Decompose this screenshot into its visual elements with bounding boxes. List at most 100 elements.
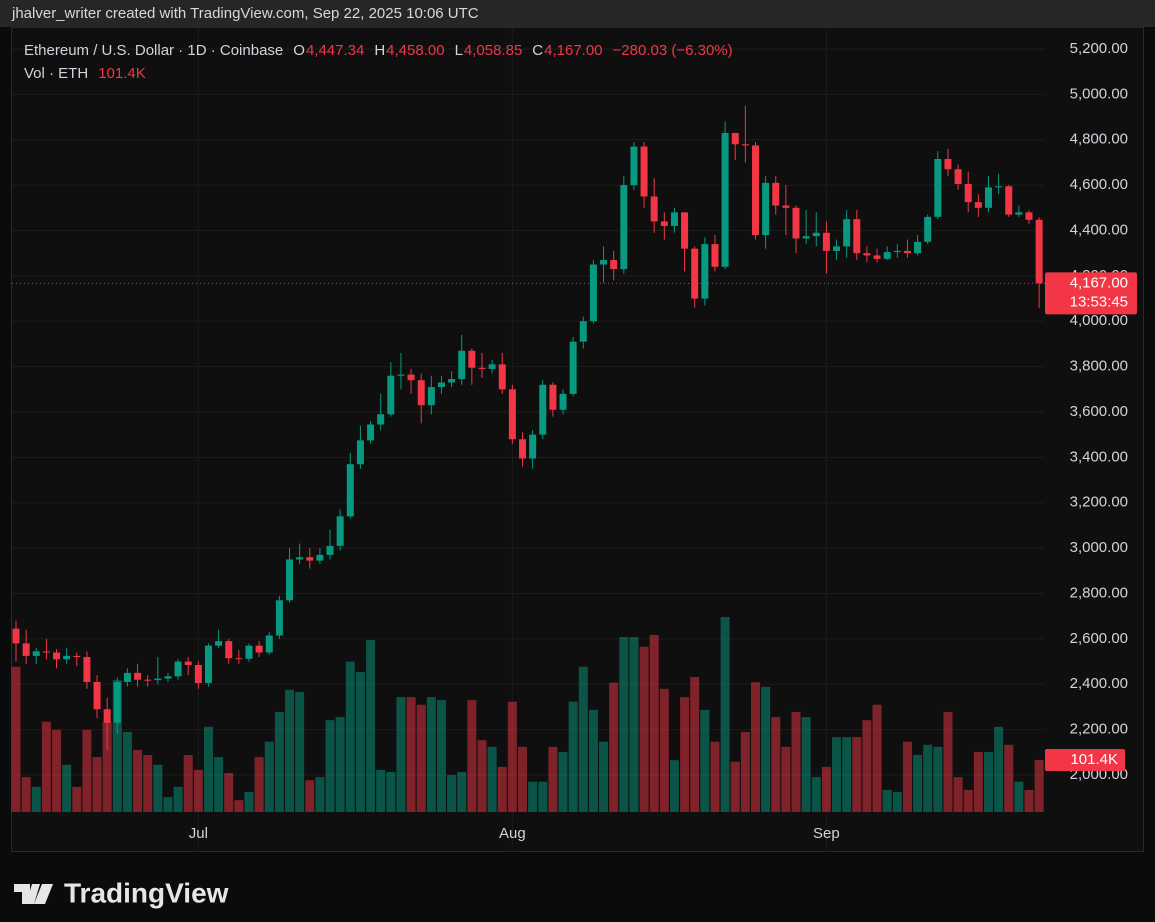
y-tick-label: 3,200.00 bbox=[1070, 494, 1128, 511]
volume-bar bbox=[1004, 744, 1014, 812]
candle-body bbox=[508, 389, 516, 440]
volume-bar bbox=[781, 746, 791, 812]
volume-tag-value: 101.4K bbox=[1070, 751, 1118, 768]
volume-bar bbox=[133, 749, 143, 812]
candle-body bbox=[873, 255, 881, 259]
volume-bar bbox=[842, 737, 852, 812]
volume-bar bbox=[477, 740, 487, 812]
candles bbox=[12, 105, 1043, 751]
volume-bar bbox=[487, 746, 497, 812]
candle-body bbox=[336, 516, 344, 546]
volume-bar bbox=[72, 786, 82, 812]
volume-bar bbox=[740, 731, 750, 812]
volume-bar bbox=[862, 720, 872, 812]
y-tick-label: 5,000.00 bbox=[1070, 85, 1128, 102]
candle-body bbox=[924, 216, 932, 242]
volume-bar bbox=[558, 751, 568, 812]
volume-bar bbox=[882, 789, 892, 812]
volume-bar bbox=[771, 717, 781, 812]
volume-bar bbox=[153, 764, 163, 812]
volume-bar bbox=[102, 721, 112, 812]
candle-body bbox=[600, 259, 608, 265]
candle-body bbox=[529, 434, 537, 459]
candle-body bbox=[620, 185, 628, 270]
volume-bar bbox=[305, 780, 315, 812]
candle-body bbox=[944, 159, 952, 170]
candle-body bbox=[346, 464, 354, 517]
candle-body bbox=[265, 635, 273, 653]
candle-body bbox=[387, 375, 395, 415]
volume-bar bbox=[761, 686, 771, 812]
candle-body bbox=[225, 641, 233, 659]
volume-tag bbox=[1045, 748, 1125, 771]
volume-bar bbox=[963, 789, 973, 812]
candle-body bbox=[488, 364, 496, 369]
candle-body bbox=[204, 645, 212, 684]
candle-body bbox=[579, 321, 587, 342]
candle-body bbox=[711, 244, 719, 267]
volume-bar bbox=[933, 746, 943, 812]
candle-body bbox=[154, 678, 162, 681]
candle-body bbox=[123, 672, 131, 682]
candle-body bbox=[468, 350, 476, 368]
volume-bar bbox=[112, 680, 122, 812]
volume-bar bbox=[92, 757, 102, 812]
candle-body bbox=[792, 207, 800, 239]
y-tick-label: 4,600.00 bbox=[1070, 176, 1128, 193]
volume-bar bbox=[619, 637, 629, 812]
countdown: 13:53:45 bbox=[1070, 293, 1128, 310]
candle-body bbox=[772, 182, 780, 206]
candle-body bbox=[995, 186, 1003, 188]
candle-body bbox=[326, 545, 334, 555]
candle-body bbox=[549, 384, 557, 410]
y-tick-label: 3,400.00 bbox=[1070, 448, 1128, 465]
x-tick-label: Sep bbox=[813, 825, 840, 842]
candle-body bbox=[498, 364, 506, 390]
candle-body bbox=[681, 212, 689, 249]
candle-body bbox=[215, 641, 223, 646]
candle-body bbox=[22, 643, 30, 656]
candle-body bbox=[245, 645, 253, 659]
ohlc-value: 4,447.34 bbox=[306, 42, 364, 59]
candle-body bbox=[762, 182, 770, 236]
volume-bar bbox=[953, 777, 963, 812]
volume-bar bbox=[548, 746, 558, 812]
volume-bar bbox=[436, 700, 446, 812]
volume-bar bbox=[193, 769, 203, 812]
candle-body bbox=[731, 132, 739, 145]
volume-bar bbox=[274, 711, 284, 812]
y-tick-label: 4,400.00 bbox=[1070, 221, 1128, 238]
volume-bar bbox=[447, 775, 457, 812]
candle-body bbox=[589, 264, 597, 322]
ohlc-value: 4,458.00 bbox=[386, 42, 444, 59]
candle-body bbox=[863, 253, 871, 256]
candle-body bbox=[316, 554, 324, 561]
volume-bar bbox=[791, 711, 801, 812]
candle-body bbox=[235, 658, 243, 660]
ohlc-key: C bbox=[532, 42, 543, 59]
price-tag-value: 4,167.00 bbox=[1070, 274, 1128, 291]
volume-bar bbox=[852, 737, 862, 812]
candle-body bbox=[964, 183, 972, 203]
candle-body bbox=[822, 232, 830, 251]
volume-bar bbox=[700, 709, 710, 812]
candle-body bbox=[610, 259, 618, 270]
y-tick-label: 3,600.00 bbox=[1070, 403, 1128, 420]
candle-body bbox=[974, 202, 982, 208]
y-tick-label: 4,800.00 bbox=[1070, 131, 1128, 148]
candle-body bbox=[458, 350, 466, 380]
candle-body bbox=[407, 374, 415, 381]
volume-bar bbox=[720, 617, 730, 812]
candle-body bbox=[174, 661, 182, 677]
candle-body bbox=[417, 380, 425, 406]
volume-bar bbox=[376, 769, 386, 812]
volume-bar bbox=[913, 755, 923, 812]
volume-bar bbox=[457, 771, 467, 812]
volume-bar bbox=[892, 791, 902, 812]
volume-bar bbox=[203, 726, 213, 812]
candle-body bbox=[539, 384, 547, 435]
volume-bar bbox=[528, 781, 538, 812]
volume-bar bbox=[173, 786, 183, 812]
y-tick-label: 2,200.00 bbox=[1070, 721, 1128, 738]
ohlc-key: H bbox=[374, 42, 385, 59]
